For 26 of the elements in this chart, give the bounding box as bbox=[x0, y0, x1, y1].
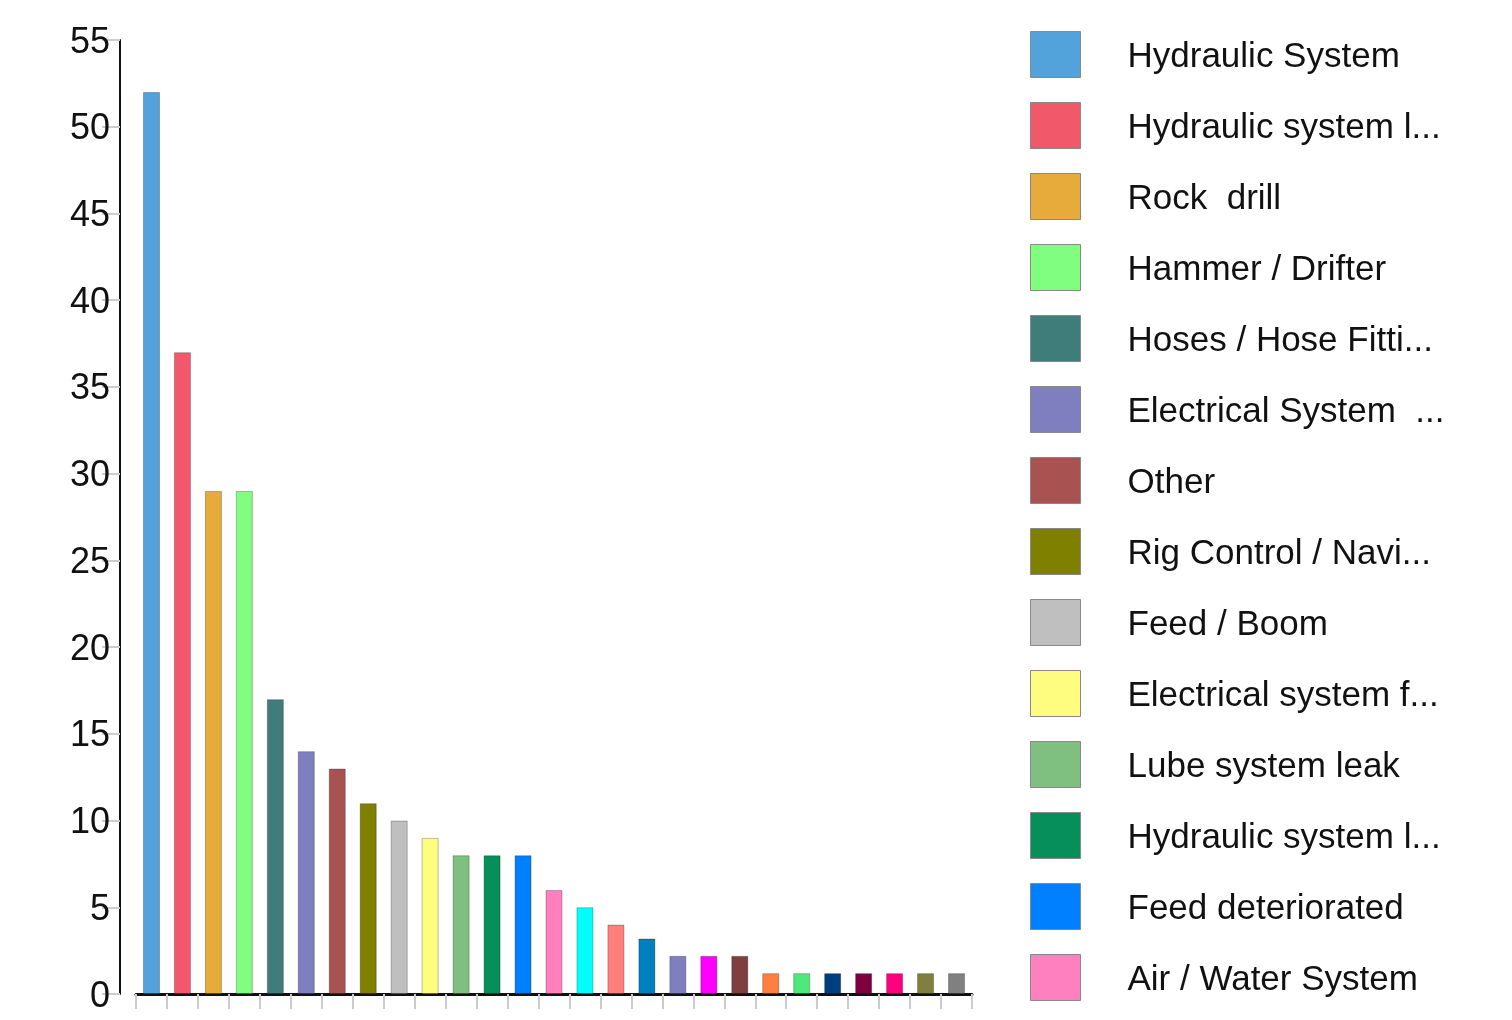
legend-label: Feed / Boom bbox=[1127, 603, 1328, 642]
y-tick-label: 25 bbox=[69, 539, 110, 581]
y-tick-label: 40 bbox=[69, 279, 110, 321]
legend-label: Hammer / Drifter bbox=[1127, 248, 1387, 287]
legend-label: Lube system leak bbox=[1127, 745, 1401, 784]
y-tick-label: 55 bbox=[69, 19, 110, 61]
legend-label: Rock drill bbox=[1127, 177, 1282, 216]
y-tick-label: 5 bbox=[89, 886, 110, 928]
legend-label: Hydraulic system l... bbox=[1127, 816, 1441, 855]
y-tick-label: 10 bbox=[69, 800, 110, 842]
legend-label: Hydraulic System bbox=[1127, 35, 1400, 74]
legend-label: Feed deteriorated bbox=[1127, 887, 1404, 926]
y-tick-label: 50 bbox=[69, 106, 110, 148]
legend-label: Hoses / Hose Fitti... bbox=[1127, 319, 1433, 358]
y-tick-label: 15 bbox=[69, 713, 110, 755]
y-tick-label: 20 bbox=[69, 626, 110, 668]
legend-label: Air / Water System bbox=[1127, 958, 1418, 997]
legend-label: Hydraulic system l... bbox=[1127, 106, 1441, 145]
y-tick-label: 0 bbox=[89, 973, 110, 1015]
y-tick-label: 35 bbox=[69, 366, 110, 408]
y-tick-label: 45 bbox=[69, 192, 110, 234]
legend-label: Other bbox=[1127, 461, 1216, 500]
legend-label: Electrical System ... bbox=[1127, 390, 1445, 429]
legend-label: Rig Control / Navi... bbox=[1127, 532, 1431, 571]
y-tick-label: 30 bbox=[69, 453, 110, 495]
legend-label: Electrical system f... bbox=[1127, 674, 1439, 713]
